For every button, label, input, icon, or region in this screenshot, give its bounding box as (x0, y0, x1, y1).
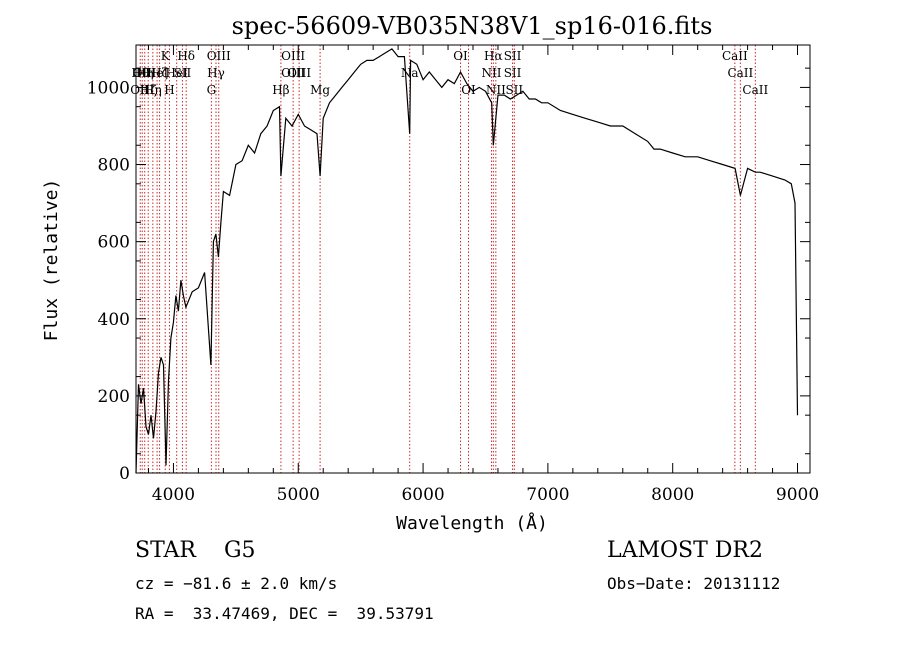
spectrum-line (135, 48, 799, 474)
spectral-line-label: SII (505, 83, 523, 97)
spectral-line-label: Hη (144, 83, 162, 97)
spectral-line-label: SII (504, 49, 522, 63)
spectral-line-label: HeI (166, 66, 189, 80)
spectral-line-label: Na (401, 66, 419, 80)
x-tick-label: 6000 (401, 485, 444, 505)
spectral-line-label: Hζ (151, 66, 168, 80)
plot-frame (135, 44, 811, 474)
spectral-line-label: OI (461, 83, 476, 97)
observation-date: Obs−Date: 20131112 (607, 574, 781, 593)
spectral-line-label: Hα (484, 49, 503, 63)
spectral-line-label: OIII (287, 66, 311, 80)
y-axis-label: Flux (relative) (41, 179, 62, 342)
spectral-line-label: Hβ (272, 83, 289, 97)
spectral-line-label: CaII (722, 49, 748, 63)
spectral-line-label: CaII (742, 83, 768, 97)
spectral-line-label: H (164, 83, 174, 97)
spectral-line-label: Hη (136, 66, 154, 80)
y-tick-label: 200 (98, 387, 130, 407)
spectral-line-label: NII (486, 83, 506, 97)
spectral-line-label: OI (453, 49, 468, 63)
spectral-line-label: SII (174, 66, 192, 80)
spectral-line-label: Hθ (131, 66, 149, 80)
x-tick-label: 7000 (526, 485, 569, 505)
spectral-line-label: OII (133, 66, 153, 80)
chart-title: spec-56609-VB035N38V1_sp16-016.fits (232, 12, 713, 40)
spectral-line-label: HeI (146, 66, 169, 80)
spectral-line-label: OIII (130, 83, 154, 97)
y-tick-label: 1000 (87, 78, 130, 98)
spectral-line-label: K (161, 49, 171, 63)
spectral-line-label: G (207, 83, 217, 97)
spectral-line-label: OIII (281, 66, 305, 80)
spectral-line-label: OIII (281, 49, 305, 63)
spectral-line-label: CaII (727, 66, 753, 80)
x-axis-label: Wavelength (Å) (396, 512, 548, 534)
y-tick-label: 600 (98, 233, 130, 253)
spectral-line-label: OIII (207, 49, 231, 63)
spectral-line-label: Mg (310, 83, 330, 97)
y-tick-label: 800 (98, 156, 130, 176)
object-subclass: G5 (223, 538, 256, 563)
spectral-line-label: NII (481, 66, 501, 80)
spectral-line-label: Hζ (140, 83, 157, 97)
x-tick-label: 4000 (152, 485, 195, 505)
spectral-line-label: Hδ (177, 49, 195, 63)
spectral-line-label: SII (504, 66, 522, 80)
y-tick-label: 0 (119, 464, 130, 484)
x-tick-label: 8000 (651, 485, 694, 505)
object-class: STAR G5 (135, 538, 256, 563)
spectral-line-label: Hγ (207, 66, 225, 80)
redshift-velocity: cz = −81.6 ± 2.0 km/s (135, 574, 338, 593)
y-tick-label: 400 (98, 310, 130, 330)
coordinates: RA = 33.47469, DEC = 39.53791 (135, 604, 434, 623)
x-tick-label: 9000 (776, 485, 819, 505)
survey-label: LAMOST DR2 (607, 538, 763, 563)
x-tick-label: 5000 (277, 485, 320, 505)
